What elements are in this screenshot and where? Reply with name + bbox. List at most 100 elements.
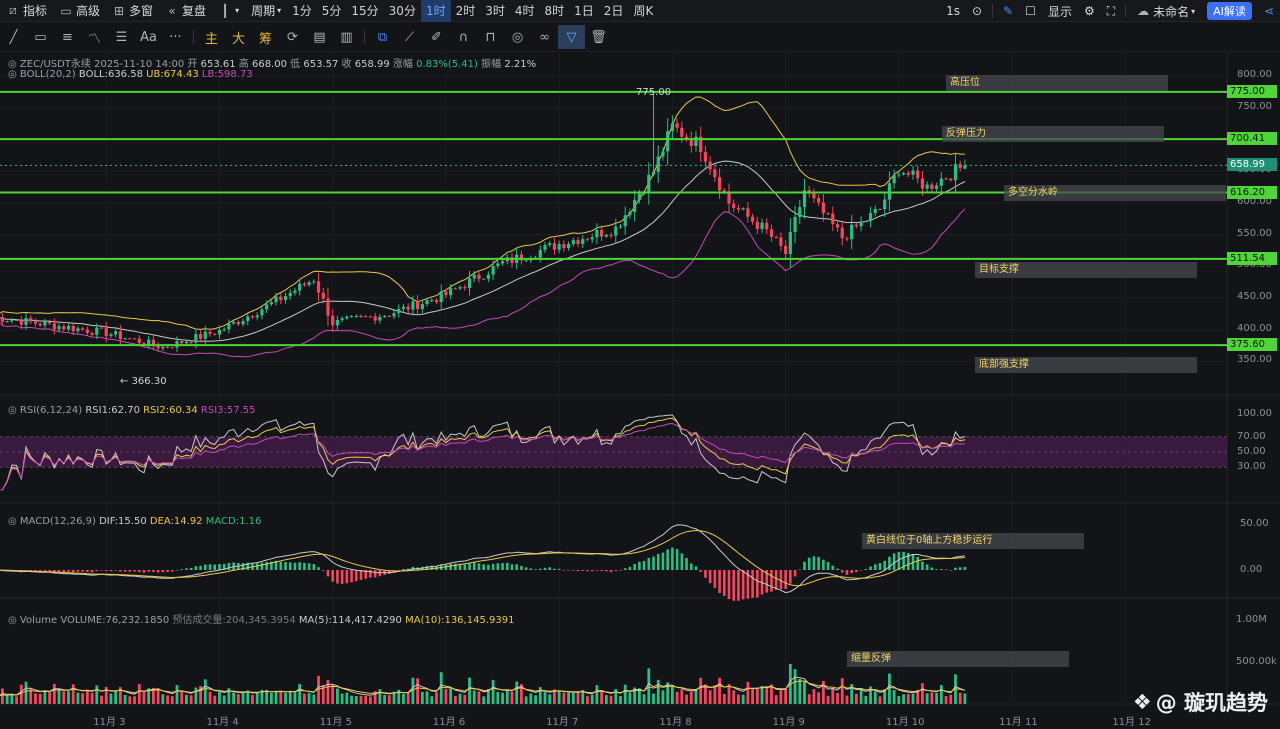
tool-chips[interactable]: 筹	[258, 31, 272, 47]
tool-large[interactable]: 大	[231, 31, 245, 47]
macd-bar	[331, 570, 334, 582]
share-icon[interactable]: ⋖	[1263, 4, 1274, 18]
indicators-button[interactable]: ⧄ 指标	[0, 0, 53, 22]
timeframe-6[interactable]: 3时	[485, 4, 505, 18]
volume-bar	[553, 689, 556, 704]
timeframe-3[interactable]: 30分	[388, 4, 416, 18]
eye-icon[interactable]: ◎	[511, 29, 524, 45]
volume-bar	[71, 684, 75, 704]
brush-icon[interactable]: ✐	[431, 29, 442, 45]
high-marker: 775.00	[636, 87, 671, 98]
candle-body	[623, 215, 627, 227]
volume-bar	[906, 694, 910, 704]
volume-bar	[340, 693, 344, 704]
candle-body	[916, 170, 920, 179]
channel-tool-icon[interactable]: ≡	[62, 29, 73, 45]
candle-body	[312, 281, 316, 283]
timeframe-7[interactable]: 4时	[514, 4, 535, 18]
layout-icon[interactable]: ▥	[340, 29, 353, 45]
chart-canvas[interactable]	[0, 52, 1280, 729]
period-button[interactable]: 周期 ▾	[245, 0, 287, 22]
macd-bar	[765, 570, 769, 593]
fullscreen-icon[interactable]: ⛶	[1106, 3, 1116, 18]
eye-icon[interactable]: ◎	[8, 615, 17, 626]
macd-bar	[586, 570, 589, 572]
candle-body	[845, 238, 849, 240]
cloud-layout-button[interactable]: ☁ 未命名 ▾	[1130, 0, 1201, 22]
copy-icon[interactable]: ⧉	[377, 29, 388, 45]
macd-bar	[156, 570, 160, 573]
volume-bar	[430, 696, 434, 704]
macd-bar	[873, 564, 877, 570]
candle-body	[581, 239, 585, 244]
unnamed-label: 未命名	[1153, 4, 1190, 19]
candle-body	[118, 331, 122, 340]
volume-bar	[392, 691, 396, 704]
sync-icon[interactable]: ⟳	[287, 29, 298, 45]
macd-bar	[793, 570, 797, 577]
volume-bar	[803, 680, 806, 704]
macd-bar	[38, 570, 42, 572]
timeframe-1[interactable]: 5分	[321, 4, 342, 18]
eye-icon[interactable]: ◎	[8, 516, 17, 527]
replay-button[interactable]: « 复盘	[159, 0, 212, 22]
timeframe-5[interactable]: 2时	[455, 4, 476, 18]
volume-bar	[477, 691, 481, 704]
macd-bar	[906, 552, 910, 570]
candle-body	[208, 331, 212, 334]
eye-icon[interactable]: ◎	[8, 69, 17, 80]
edit-box-icon[interactable]: ▤	[313, 29, 326, 45]
timeframe-4[interactable]: 1时	[420, 0, 451, 22]
more-tools[interactable]: ···	[169, 29, 182, 45]
macd-bar	[213, 564, 217, 570]
timeframe-0[interactable]: 1分	[292, 4, 312, 18]
chart-type-button[interactable]: ┃ ▾	[212, 0, 245, 22]
volume-bar	[312, 694, 316, 704]
candle-body	[703, 152, 708, 162]
ai-analysis-button[interactable]: AI解读	[1207, 2, 1252, 20]
multi-window-button[interactable]: ⊞ 多窗	[106, 0, 159, 22]
macd-bar	[774, 570, 778, 590]
candle-body	[316, 281, 321, 293]
camera-icon[interactable]: ⊙	[972, 4, 983, 18]
timeframe-11[interactable]: 周K	[633, 4, 654, 18]
pencil-icon[interactable]: ✎	[1003, 4, 1014, 18]
timeframe-10[interactable]: 2日	[603, 4, 624, 18]
link-icon[interactable]: ∞	[539, 29, 550, 45]
magnet-icon[interactable]: ∩	[458, 29, 469, 45]
candle-body	[10, 320, 14, 322]
lock-icon[interactable]: ⊓	[485, 29, 496, 45]
macd-bar	[170, 570, 174, 572]
timeframe-2[interactable]: 15分	[351, 4, 379, 18]
ruler-icon[interactable]: ⟋	[404, 29, 415, 45]
tool-main[interactable]: 主	[204, 31, 218, 47]
filter-icon[interactable]: ▽	[558, 25, 585, 49]
timeframe-8[interactable]: 8时	[544, 4, 565, 18]
checkbox-icon[interactable]: ☐	[1025, 4, 1036, 18]
dea-value: DEA:14.92	[149, 516, 203, 527]
volume-bar	[548, 694, 552, 704]
volume-bar	[486, 689, 490, 704]
template-button[interactable]: ▭ 高级	[53, 0, 106, 22]
text-tool[interactable]: Aa	[140, 29, 157, 45]
volume-bar	[298, 683, 302, 704]
candle-body	[180, 340, 184, 344]
candle-body	[699, 136, 703, 153]
macd-bar	[463, 564, 467, 570]
candle-body	[878, 209, 882, 211]
wave-tool-icon[interactable]: 〽	[87, 31, 101, 47]
display-button[interactable]: 显示	[1042, 0, 1078, 22]
rectangle-tool-icon[interactable]: ▭	[34, 29, 47, 45]
line-tool-icon[interactable]: ╱	[9, 29, 18, 45]
rsi-axis-label: 30.00	[1237, 461, 1266, 473]
eye-icon[interactable]: ◎	[8, 405, 17, 416]
trash-icon[interactable]: 🗑	[590, 29, 607, 45]
settings-icon[interactable]: ⚙	[1083, 4, 1095, 18]
volume-bar	[911, 693, 915, 704]
macd-bar	[812, 556, 816, 570]
replay-label: 复盘	[182, 4, 207, 18]
timeframe-9[interactable]: 1日	[574, 4, 594, 18]
eye-icon[interactable]: ◎	[8, 59, 17, 70]
fib-tool-icon[interactable]: ☰	[115, 29, 128, 45]
refresh-rate[interactable]: 1s	[940, 0, 966, 22]
